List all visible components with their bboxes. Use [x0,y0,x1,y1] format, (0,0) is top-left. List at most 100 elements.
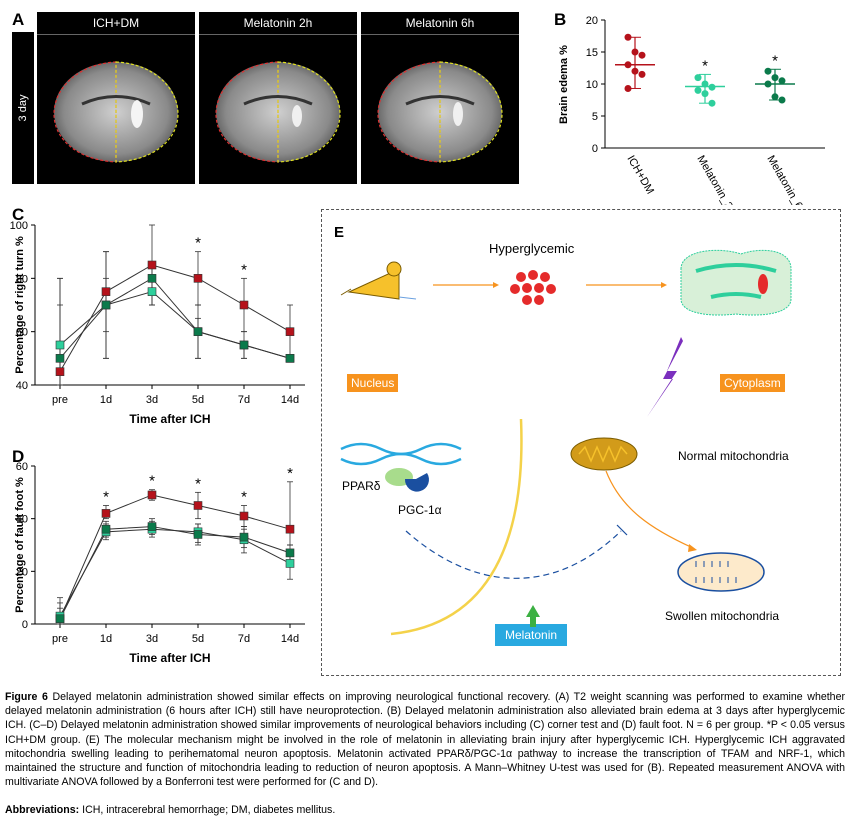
panel-a-letter: A [12,10,25,29]
x-tick-label: Melatonin_2h [694,154,737,206]
y-tick-label: 40 [16,514,28,526]
data-point [239,532,249,542]
figure-caption: Figure 6 Delayed melatonin administratio… [5,690,845,789]
data-point [631,48,639,56]
data-point [101,300,111,310]
panel-b-letter: B [554,10,567,29]
y-tick-label: 0 [22,619,28,631]
data-point [147,274,157,283]
caption-part-cd: (C–D) Delayed melatonin administration s… [5,719,845,746]
chart-b: 0 5 10 15 20 Brain edema % ICH+DM * Melatonin_2h… [558,15,825,206]
data-point [771,74,779,82]
y-tick-label: 10 [586,79,598,91]
y-tick-label: 20 [586,15,598,27]
y-tick-label: 60 [16,327,28,339]
nuclear-membrane [390,418,523,636]
data-point [701,80,709,88]
x-tick-label: 7d [238,633,250,645]
pgc-label: PGC-1α [398,503,442,517]
data-point [239,300,249,310]
mri-image-melatonin-2h: Melatonin 2h [199,12,357,184]
chart-d: 0 20 40 60 Percentage of fault foot % pre 1d 3d… [14,461,305,665]
series-line [59,526,291,619]
caption-fig-label: Figure 6 [5,691,48,703]
brain-scan [215,61,341,163]
data-point [55,614,65,624]
data-point [147,490,157,500]
series-line [59,528,291,617]
data-point [778,96,786,104]
series-line [59,494,291,619]
data-point [624,33,632,41]
data-point [638,70,646,78]
x-tick-label: 14d [281,394,299,406]
brain-section-icon [680,249,792,316]
data-point [708,83,716,91]
data-point [285,327,295,336]
data-point [55,367,65,376]
data-point [239,511,249,521]
lightning-icon [647,337,683,417]
mri-label: Melatonin 6h [361,12,519,35]
significance-star: * [241,489,247,506]
glucose-dots-icon [510,270,556,305]
x-tick-label: ICH+DM [624,154,656,197]
y-tick-label: 20 [16,566,28,578]
caption-part-e: (E) The molecular mechanism might be inv… [5,733,845,789]
x-tick-label: 5d [192,633,204,645]
data-point [101,524,111,534]
x-tick-label: 1d [100,394,112,406]
data-point [101,509,111,518]
data-point [55,354,65,363]
caption-part-b: (B) Delayed melatonin administration als… [5,705,845,732]
series-line [59,277,291,359]
significance-star: * [702,57,708,74]
y-tick-label: 15 [586,47,598,59]
y-tick-label: 0 [592,143,598,155]
data-point [147,260,157,270]
data-point [631,67,639,75]
x-tick-label: pre [52,394,68,406]
data-point [694,74,702,82]
normal-mito-label: Normal mitochondria [678,449,789,463]
y-axis-label: Percentage of fault foot % [14,477,26,613]
panel-c-letter: C [12,205,25,224]
pgc-protein [404,473,429,492]
arrow [605,470,694,549]
data-point [778,77,786,85]
dna-icon [340,442,462,466]
cytoplasm-label: Cytoplasm [720,374,785,392]
swollen-mito-label: Swollen mitochondria [665,609,780,623]
data-point [239,340,249,350]
series-line [59,264,291,372]
mechanism-diagram [340,249,792,636]
ppar-label: PPARδ [342,479,381,493]
x-tick-label: 7d [238,394,250,406]
significance-star: * [195,235,201,252]
x-tick-label: 1d [100,633,112,645]
data-point [764,67,772,75]
y-axis-label: Brain edema % [558,45,570,124]
mitochondria-swollen-icon [677,552,765,592]
side-label: 3 day [12,32,34,184]
caption-part-a: (A) T2 weight scanning was performed to … [5,691,845,718]
caption-title: Delayed melatonin administration showed … [52,691,551,703]
panel-e-letter: E [334,224,345,241]
nucleus-label: Nucleus [347,374,399,392]
hyperglycemic-label: Hyperglycemic [489,241,575,256]
y-tick-label: 100 [10,220,28,232]
data-point [193,501,203,510]
chart-c: 40 60 80 100 Percentage of right turn % pre 1d… [10,220,305,426]
mri-image-ich-dm: ICH+DM [37,12,195,184]
melatonin-label: Melatonin [495,624,568,646]
data-point [701,90,709,98]
mri-image-melatonin-6h: Melatonin 6h [361,12,519,184]
x-tick-label: Melatonin_6h [764,154,807,206]
x-tick-label: 14d [281,633,299,645]
y-tick-label: 5 [592,111,598,123]
x-tick-label: pre [52,633,68,645]
data-point [624,84,632,92]
x-axis-label: Time after ICH [129,651,210,665]
panel-d-letter: D [12,447,25,466]
mouse-icon [340,261,417,300]
